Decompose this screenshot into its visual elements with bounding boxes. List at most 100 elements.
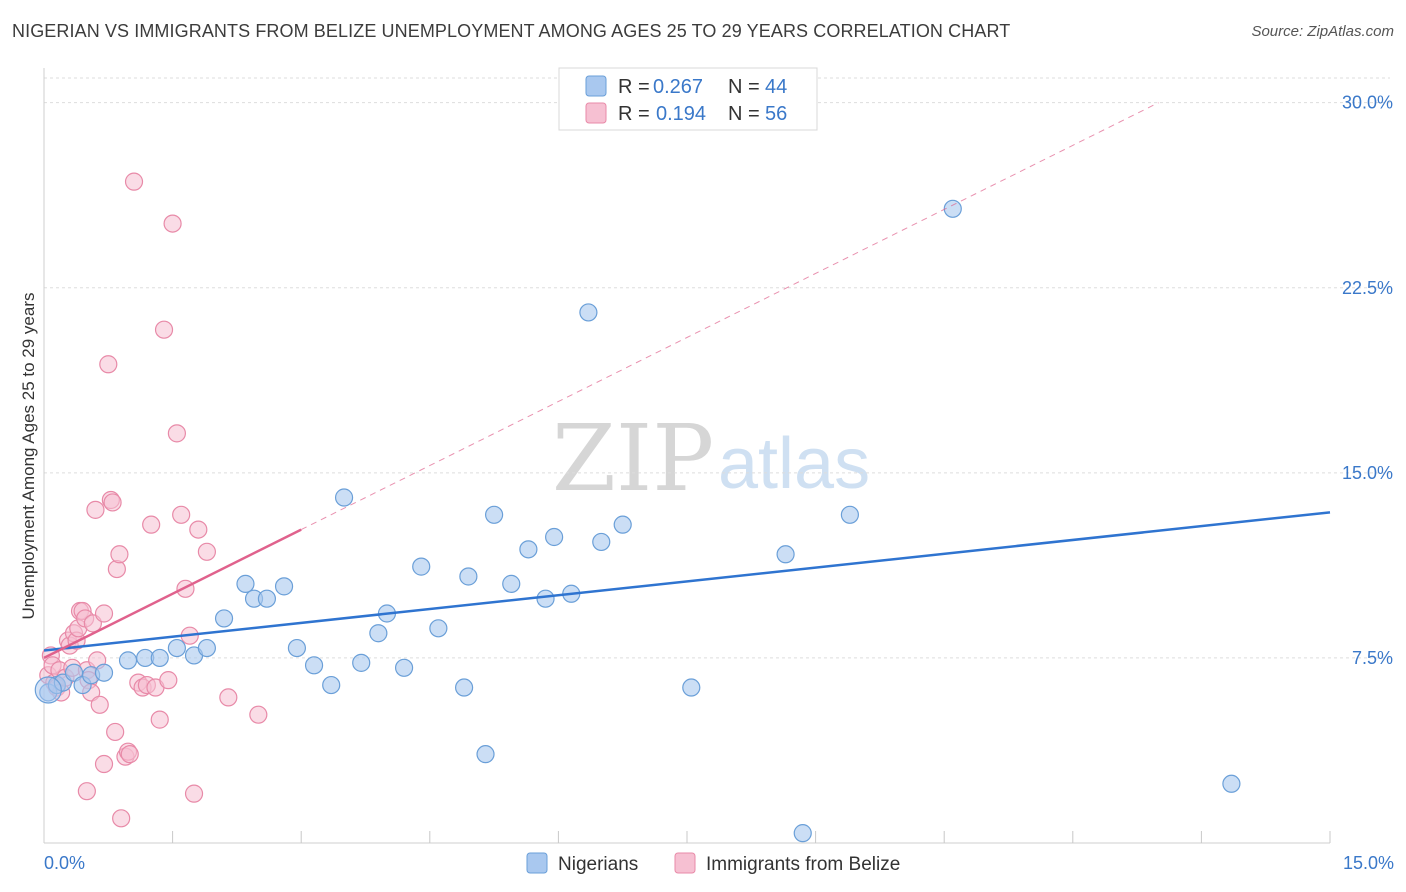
belize-point bbox=[124, 172, 144, 191]
nigerian-point bbox=[304, 656, 324, 675]
nigerian-point bbox=[236, 574, 255, 593]
nigerian-point bbox=[502, 574, 521, 593]
belize-point bbox=[154, 320, 174, 339]
nigerian-point bbox=[943, 199, 962, 218]
nigerian-point bbox=[459, 567, 478, 586]
x-tick-label: 15.0% bbox=[1343, 853, 1394, 873]
bottom-legend-nigerians: Nigerians bbox=[558, 854, 638, 875]
nigerian-point bbox=[613, 515, 632, 534]
belize-point bbox=[94, 604, 114, 623]
belize-point bbox=[163, 214, 182, 233]
nigerian-point bbox=[793, 824, 812, 843]
belize-point bbox=[90, 695, 109, 714]
belize-point bbox=[184, 784, 204, 803]
belize-point bbox=[219, 688, 238, 707]
belize-point bbox=[77, 782, 96, 801]
y-axis-title: Unemployment Among Ages 25 to 29 years bbox=[19, 293, 38, 620]
nigerian-point bbox=[536, 589, 555, 608]
belize-point bbox=[150, 710, 169, 729]
nigerian-point bbox=[485, 505, 504, 524]
nigerian-point bbox=[682, 678, 701, 697]
belize-point bbox=[94, 754, 114, 774]
nigerian-point bbox=[167, 638, 186, 658]
nigerian-point bbox=[94, 663, 114, 682]
legend-n-value-2: 56 bbox=[765, 103, 787, 125]
bottom-legend: Nigerians Immigrants from Belize bbox=[526, 852, 900, 875]
legend-r-label-1: R = bbox=[618, 76, 650, 98]
y-tick-labels: 7.5% 15.0% 22.5% 30.0% bbox=[1342, 93, 1393, 668]
belize-point bbox=[110, 545, 129, 564]
belize-trend-line bbox=[43, 528, 302, 660]
nigerian-trend-line bbox=[43, 511, 1331, 652]
nigerian-point bbox=[214, 609, 234, 628]
belize-point bbox=[99, 355, 118, 374]
trend-lines bbox=[43, 102, 1331, 660]
belize-point bbox=[107, 559, 126, 579]
belize-point bbox=[159, 671, 178, 690]
nigerian-points bbox=[34, 199, 1241, 843]
nigerian-point bbox=[118, 651, 138, 670]
x-ticks bbox=[172, 831, 1331, 843]
nigerian-point bbox=[257, 589, 277, 608]
nigerian-point bbox=[776, 545, 795, 564]
legend-r-label-2: R = bbox=[618, 103, 650, 125]
belize-point bbox=[86, 500, 105, 519]
nigerian-point bbox=[454, 678, 474, 697]
belize-point bbox=[103, 493, 122, 512]
y-tick-label: 30.0% bbox=[1342, 93, 1393, 113]
nigerian-point bbox=[545, 527, 564, 547]
nigerian-point bbox=[840, 505, 859, 524]
legend-n-value-1: 44 bbox=[765, 76, 787, 98]
belize-point bbox=[106, 722, 125, 742]
nigerian-point bbox=[352, 653, 371, 672]
nigerian-point bbox=[476, 745, 495, 764]
nigerian-point bbox=[150, 648, 169, 668]
nigerian-point bbox=[412, 557, 431, 576]
y-tick-label: 22.5% bbox=[1342, 278, 1393, 298]
y-tick-label: 7.5% bbox=[1352, 648, 1393, 668]
belize-trend-extension bbox=[300, 102, 1159, 531]
legend-r-value-2: 0.194 bbox=[656, 103, 706, 125]
legend-swatch-nigerians bbox=[585, 75, 607, 97]
source-label: Source: ZipAtlas.com bbox=[1251, 23, 1394, 40]
nigerian-point bbox=[322, 675, 341, 695]
nigerian-point bbox=[1222, 774, 1241, 793]
belize-point bbox=[112, 809, 131, 828]
belize-point bbox=[172, 505, 191, 524]
nigerian-point bbox=[197, 638, 216, 658]
belize-point bbox=[176, 579, 195, 598]
watermark-zip: ZIP bbox=[552, 405, 714, 512]
bottom-legend-swatch-belize bbox=[674, 852, 696, 874]
belize-point bbox=[197, 542, 216, 561]
y-tick-label: 15.0% bbox=[1342, 463, 1393, 483]
chart-title: NIGERIAN VS IMMIGRANTS FROM BELIZE UNEMP… bbox=[12, 21, 1011, 41]
legend-n-label-2: N = bbox=[728, 103, 760, 125]
x-tick-labels: 0.0% 15.0% bbox=[44, 853, 1394, 873]
watermark-atlas: atlas bbox=[718, 424, 870, 504]
grid bbox=[44, 77, 1390, 659]
nigerian-point bbox=[592, 532, 611, 552]
belize-point bbox=[189, 520, 208, 539]
nigerian-point bbox=[394, 658, 414, 677]
nigerian-point bbox=[369, 624, 388, 643]
belize-point bbox=[120, 745, 139, 764]
nigerian-point bbox=[579, 303, 598, 322]
belize-points bbox=[39, 172, 268, 828]
bottom-legend-belize: Immigrants from Belize bbox=[706, 854, 900, 875]
bottom-legend-swatch-nigerians bbox=[526, 852, 548, 874]
belize-point bbox=[142, 515, 161, 534]
belize-point bbox=[167, 424, 186, 443]
nigerian-point-large bbox=[34, 676, 62, 704]
nigerian-point bbox=[429, 619, 448, 638]
watermark: ZIP atlas bbox=[552, 405, 870, 512]
legend-n-label-1: N = bbox=[728, 76, 760, 98]
belize-point bbox=[249, 705, 268, 724]
legend-r-value-1: 0.267 bbox=[653, 76, 703, 98]
nigerian-point bbox=[287, 638, 307, 658]
legend-swatch-belize bbox=[585, 102, 607, 124]
nigerian-point bbox=[274, 577, 294, 596]
legend: R = 0.267 N = 44 R = 0.194 N = 56 bbox=[558, 67, 818, 131]
x-tick-label: 0.0% bbox=[44, 853, 85, 873]
nigerian-point bbox=[519, 540, 538, 559]
